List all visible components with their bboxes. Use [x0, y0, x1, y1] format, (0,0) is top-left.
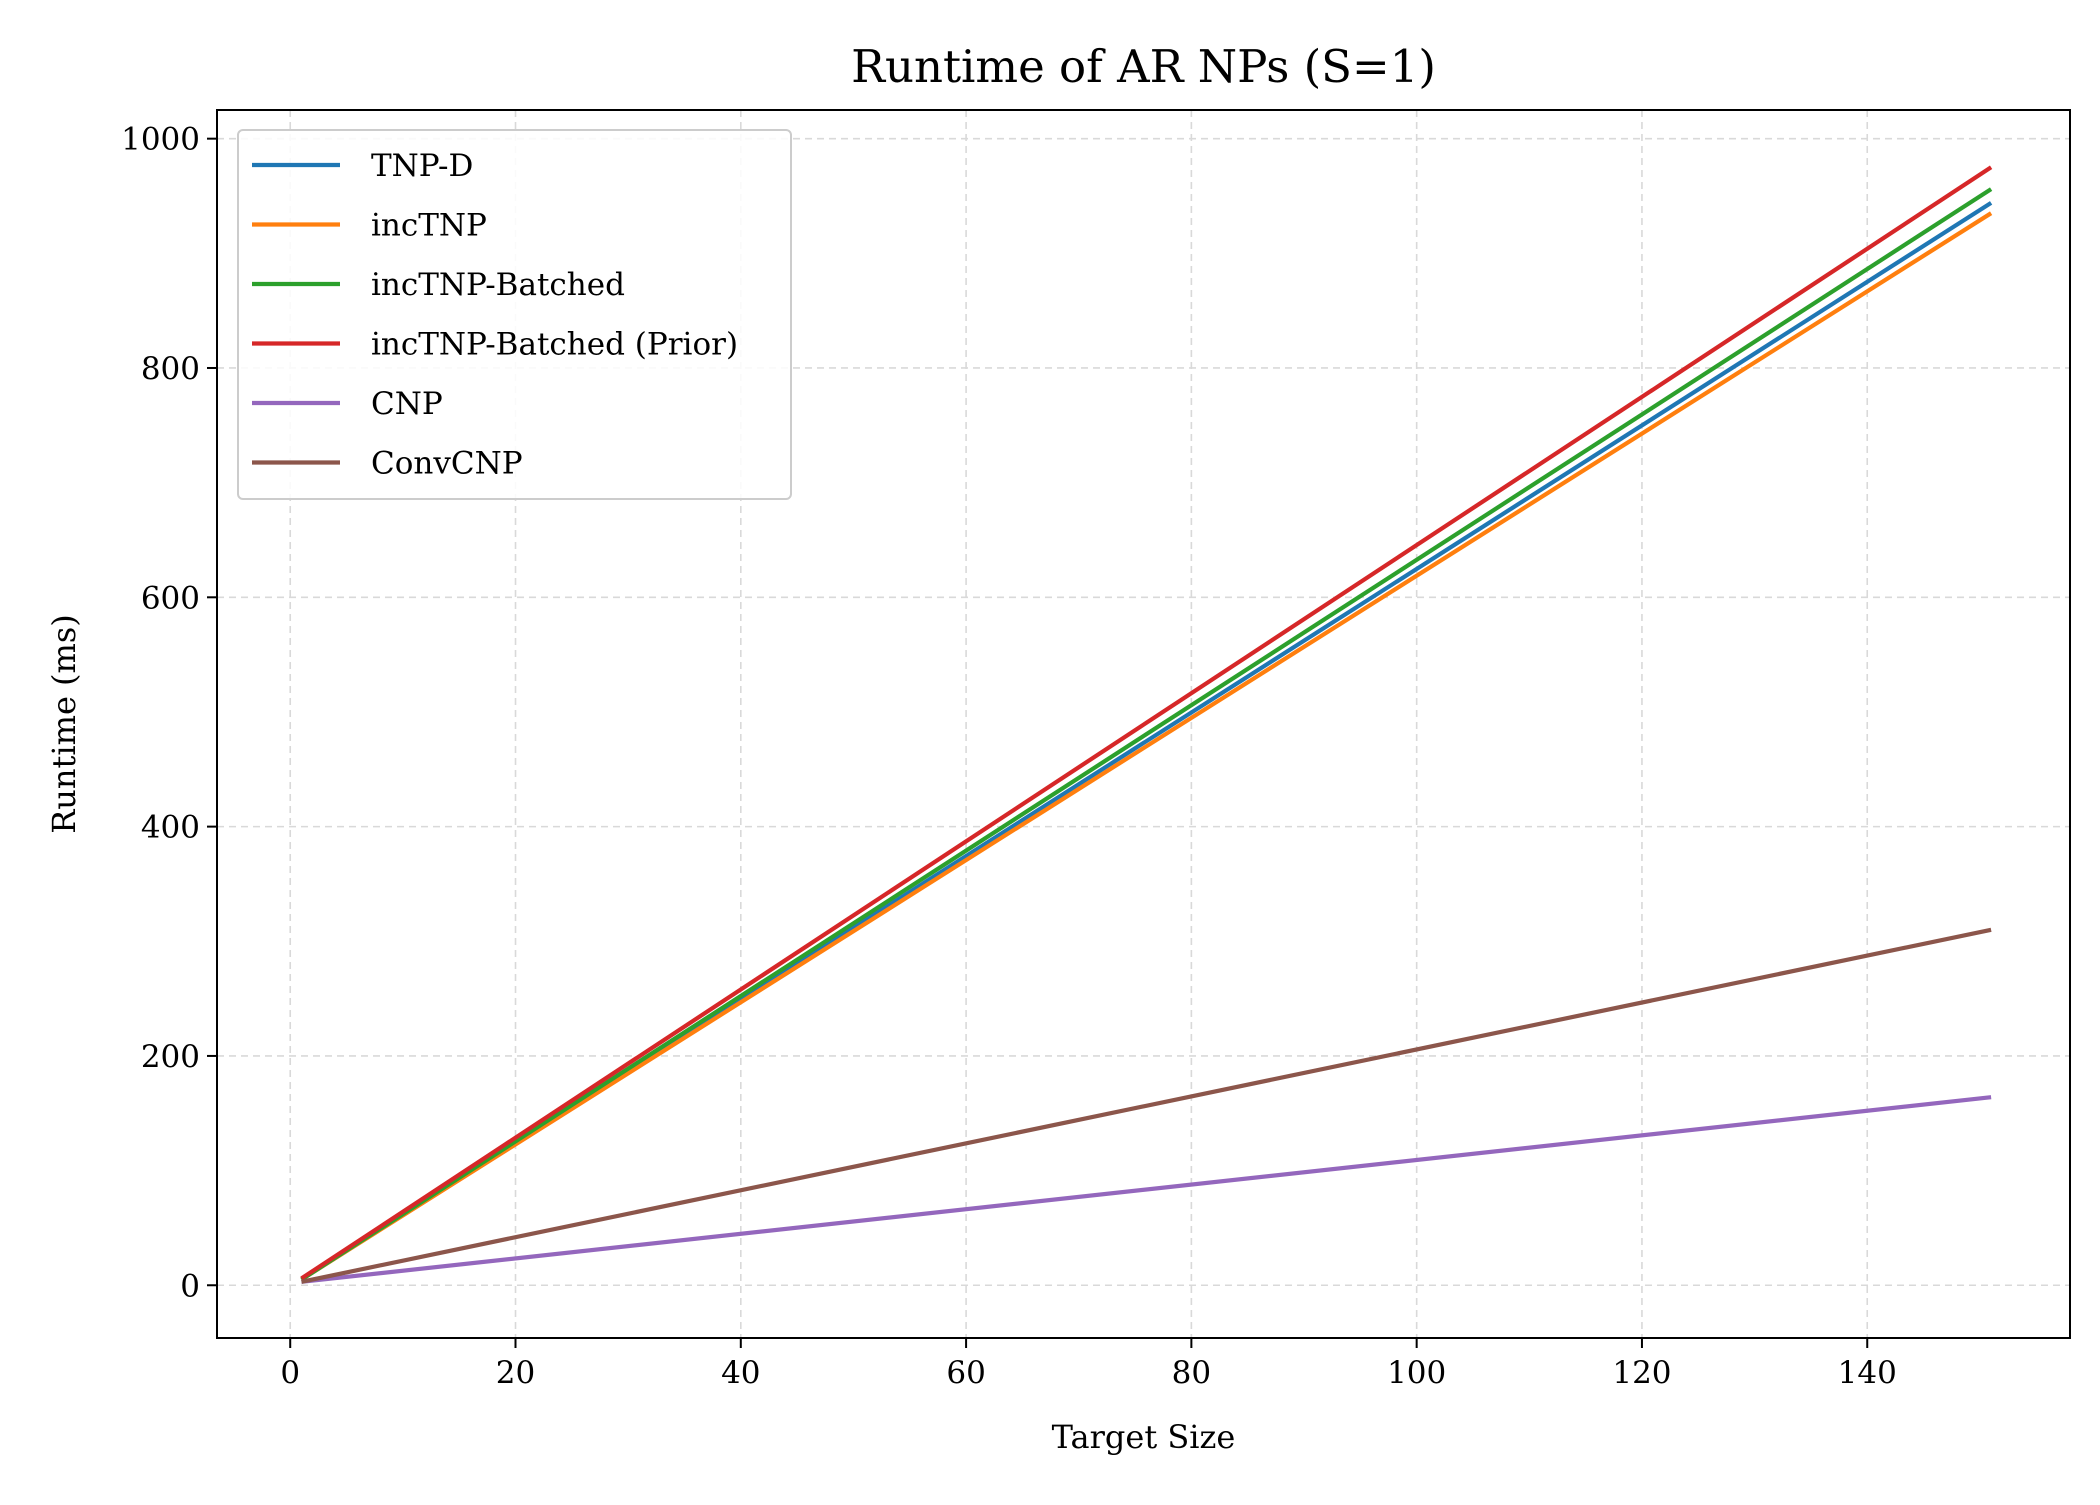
- y-tick-label: 400: [141, 810, 200, 846]
- series-line-inctnp-batched: [300, 187, 1993, 1282]
- legend-label: CNP: [371, 386, 443, 422]
- x-tick-label: 20: [496, 1355, 535, 1391]
- legend-label: incTNP: [371, 208, 487, 244]
- x-axis-label: Target Size: [1052, 1418, 1236, 1456]
- x-tick-label: 40: [721, 1355, 760, 1391]
- x-tick-label: 140: [1838, 1355, 1897, 1391]
- x-tick-label: 0: [280, 1355, 300, 1391]
- legend-box: [237, 129, 792, 500]
- y-tick-label: 600: [141, 580, 200, 616]
- plot-area-frame: [216, 109, 2071, 1339]
- legend: TNP-D incTNP incTNP-Batched incTNP-Batched …: [237, 129, 792, 500]
- y-tick-label: 0: [180, 1268, 200, 1304]
- series-line-cnp: [301, 1095, 1992, 1284]
- legend-label: TNP-D: [371, 148, 473, 184]
- legend-label: incTNP-Batched (Prior): [371, 327, 738, 363]
- x-tick-label: 120: [1612, 1355, 1671, 1391]
- y-tick-label: 1000: [121, 122, 200, 158]
- y-axis-label: Runtime (ms): [45, 614, 83, 834]
- x-axis: 0 20 40 60 80 100 120 140: [280, 1338, 1897, 1391]
- chart-title: Runtime of AR NPs (S=1): [851, 40, 1436, 93]
- x-tick-label: 80: [1172, 1355, 1211, 1391]
- y-axis: 0 200 400 600 800 1000: [121, 122, 217, 1304]
- series-line-inctnp: [300, 211, 1993, 1282]
- y-tick-label: 200: [141, 1039, 200, 1075]
- x-tick-label: 60: [946, 1355, 985, 1391]
- y-tick-label: 800: [141, 351, 200, 387]
- series-line-inctnp-batched-prior: [300, 165, 1993, 1281]
- series-line-convcnp: [301, 927, 1992, 1284]
- legend-label: ConvCNP: [371, 446, 523, 482]
- x-tick-label: 100: [1387, 1355, 1446, 1391]
- series-lines: [300, 165, 1993, 1284]
- legend-label: incTNP-Batched: [371, 267, 625, 303]
